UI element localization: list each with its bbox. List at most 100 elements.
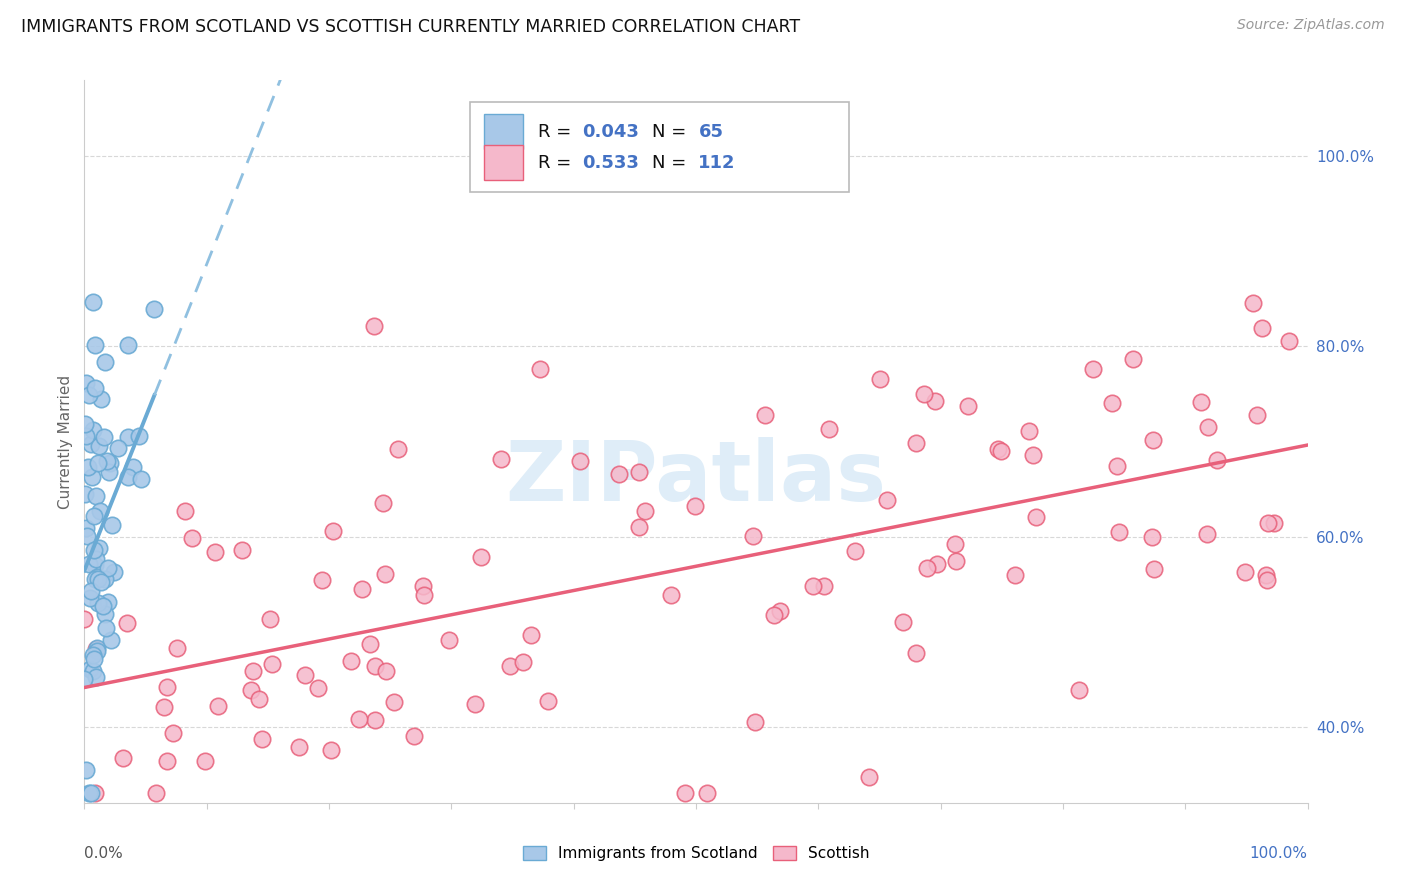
Point <box>262 657 284 672</box>
Point <box>519 628 541 642</box>
Point <box>1025 510 1047 524</box>
Point <box>382 695 405 709</box>
Point <box>439 632 461 647</box>
Point <box>79 662 101 676</box>
Point <box>818 422 841 436</box>
Point <box>858 770 880 784</box>
Point <box>84 489 107 503</box>
Text: 0.043: 0.043 <box>582 122 640 141</box>
Point <box>145 786 167 800</box>
Point <box>464 697 486 711</box>
Point <box>696 786 718 800</box>
Point <box>1254 568 1277 582</box>
Point <box>97 595 120 609</box>
Point <box>98 456 121 470</box>
Point <box>173 503 195 517</box>
Point <box>162 726 184 740</box>
Text: N =: N = <box>652 122 692 141</box>
Point <box>1234 565 1257 579</box>
Point <box>153 700 176 714</box>
Point <box>128 428 150 442</box>
Point <box>143 302 166 317</box>
Point <box>80 583 103 598</box>
Point <box>87 440 110 454</box>
Point <box>84 670 107 684</box>
Y-axis label: Currently Married: Currently Married <box>58 375 73 508</box>
Point <box>1107 458 1129 473</box>
Point <box>79 437 101 451</box>
Point <box>813 579 835 593</box>
Text: ZIPatlas: ZIPatlas <box>506 437 886 518</box>
Point <box>242 664 264 678</box>
Point <box>529 362 551 376</box>
Point <box>1067 682 1090 697</box>
Point <box>98 465 121 479</box>
Point <box>924 394 946 409</box>
Text: 100.0%: 100.0% <box>1250 847 1308 861</box>
Point <box>166 640 188 655</box>
Point <box>659 588 682 602</box>
Point <box>87 596 110 610</box>
Point <box>91 599 114 613</box>
Point <box>288 740 311 755</box>
Point <box>1278 334 1301 349</box>
Point <box>83 543 105 558</box>
FancyBboxPatch shape <box>470 102 849 193</box>
Point <box>1108 524 1130 539</box>
Point <box>987 442 1010 456</box>
Point <box>247 692 270 706</box>
Point <box>1081 362 1104 376</box>
Text: Source: ZipAtlas.com: Source: ZipAtlas.com <box>1237 18 1385 32</box>
Point <box>107 441 129 455</box>
Point <box>90 575 112 590</box>
Point <box>744 715 766 730</box>
Point <box>412 578 434 592</box>
Point <box>628 465 651 479</box>
Point <box>76 529 98 543</box>
Point <box>86 570 108 584</box>
Point <box>96 621 118 635</box>
Point <box>87 572 110 586</box>
Text: N =: N = <box>652 153 692 171</box>
Point <box>75 521 97 535</box>
Point <box>83 651 105 665</box>
Point <box>742 529 765 543</box>
Point <box>1004 568 1026 582</box>
Point <box>470 549 492 564</box>
Point <box>79 591 101 605</box>
Point <box>1018 424 1040 438</box>
Point <box>73 672 96 686</box>
Point <box>82 648 104 662</box>
Text: 0.533: 0.533 <box>582 153 640 171</box>
Point <box>1142 433 1164 447</box>
Point <box>82 470 104 484</box>
Point <box>231 543 253 558</box>
Point <box>319 743 342 757</box>
Point <box>904 436 927 450</box>
Point <box>259 612 281 626</box>
Point <box>364 659 387 673</box>
Point <box>891 615 914 629</box>
Point <box>683 500 706 514</box>
Point <box>1143 562 1166 576</box>
Point <box>156 754 179 768</box>
Point <box>387 442 409 456</box>
Point <box>82 664 104 678</box>
Point <box>876 492 898 507</box>
Point <box>1241 296 1264 310</box>
Point <box>94 607 117 621</box>
Point <box>943 537 966 551</box>
Point <box>84 641 107 656</box>
Point <box>83 508 105 523</box>
Point <box>1263 516 1285 531</box>
Point <box>634 503 657 517</box>
Point <box>413 588 436 602</box>
FancyBboxPatch shape <box>484 114 523 149</box>
Point <box>373 496 395 510</box>
Point <box>75 429 97 443</box>
Point <box>844 544 866 558</box>
Point <box>86 643 108 657</box>
Text: 65: 65 <box>699 122 724 141</box>
Point <box>93 572 115 586</box>
Point <box>84 786 107 800</box>
